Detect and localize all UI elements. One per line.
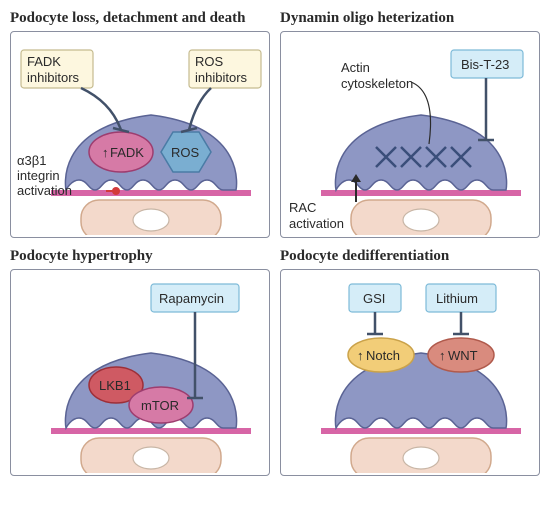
membrane	[51, 428, 251, 434]
lithium-text: Lithium	[436, 291, 478, 306]
gsi-text: GSI	[363, 291, 385, 306]
membrane	[51, 190, 251, 196]
rac-label-1: RAC	[289, 200, 316, 215]
ros-inh-line1: ROS	[195, 54, 224, 69]
notch-arrow: ↑	[357, 348, 364, 363]
panel-2: Dynamin oligo heterization Bis-T-23	[280, 10, 540, 238]
notch-text: Notch	[366, 348, 400, 363]
panel-4-body: ↑ Notch ↑ WNT GSI Lithium	[280, 269, 540, 476]
nucleus-shape	[133, 209, 169, 231]
bis-text: Bis-T-23	[461, 57, 509, 72]
nucleus-shape	[403, 209, 439, 231]
actin-label-1: Actin	[341, 60, 370, 75]
panel-3-title: Podocyte hypertrophy	[10, 248, 270, 265]
membrane	[321, 190, 521, 196]
panel-3-body: LKB1 mTOR Rapamycin	[10, 269, 270, 476]
actin-label-2: cytoskeleton	[341, 76, 413, 91]
panel-1-title: Podocyte loss, detachment and death	[10, 10, 270, 27]
nucleus-shape	[133, 447, 169, 469]
lkb1-text: LKB1	[99, 378, 131, 393]
ros-inh-line2: inhibitors	[195, 70, 248, 85]
panel-4: Podocyte dedifferentiation ↑ Notch ↑ WNT…	[280, 248, 540, 476]
podocyte-shape	[335, 115, 506, 190]
fadk-inh-line2: inhibitors	[27, 70, 80, 85]
nucleus-shape	[403, 447, 439, 469]
fadk-inh-line1: FADK	[27, 54, 61, 69]
panel-2-body: Bis-T-23 Actin cytoskeleton RAC activati…	[280, 31, 540, 238]
fadk-text: FADK	[110, 145, 144, 160]
membrane	[321, 428, 521, 434]
integrin-label-3: activation	[17, 183, 72, 198]
integrin-label-2: integrin	[17, 168, 60, 183]
panel-1: Podocyte loss, detachment and death ↑ FA…	[10, 10, 270, 238]
ros-inhibit-line	[189, 88, 211, 130]
integrin-label-1: α3β1	[17, 153, 46, 168]
rapa-text: Rapamycin	[159, 291, 224, 306]
rac-label-2: activation	[289, 216, 344, 231]
mtor-text: mTOR	[141, 398, 179, 413]
wnt-text: WNT	[448, 348, 478, 363]
panel-4-title: Podocyte dedifferentiation	[280, 248, 540, 265]
fadk-arrow: ↑	[102, 145, 109, 160]
panel-3: Podocyte hypertrophy LKB1 mTOR Rapamycin	[10, 248, 270, 476]
panel-1-body: ↑ FADK ROS FADK inhibitors ROS inhibitor…	[10, 31, 270, 238]
ros-text: ROS	[171, 145, 200, 160]
diagram-grid: Podocyte loss, detachment and death ↑ FA…	[10, 10, 539, 476]
panel-2-title: Dynamin oligo heterization	[280, 10, 540, 27]
wnt-arrow: ↑	[439, 348, 446, 363]
